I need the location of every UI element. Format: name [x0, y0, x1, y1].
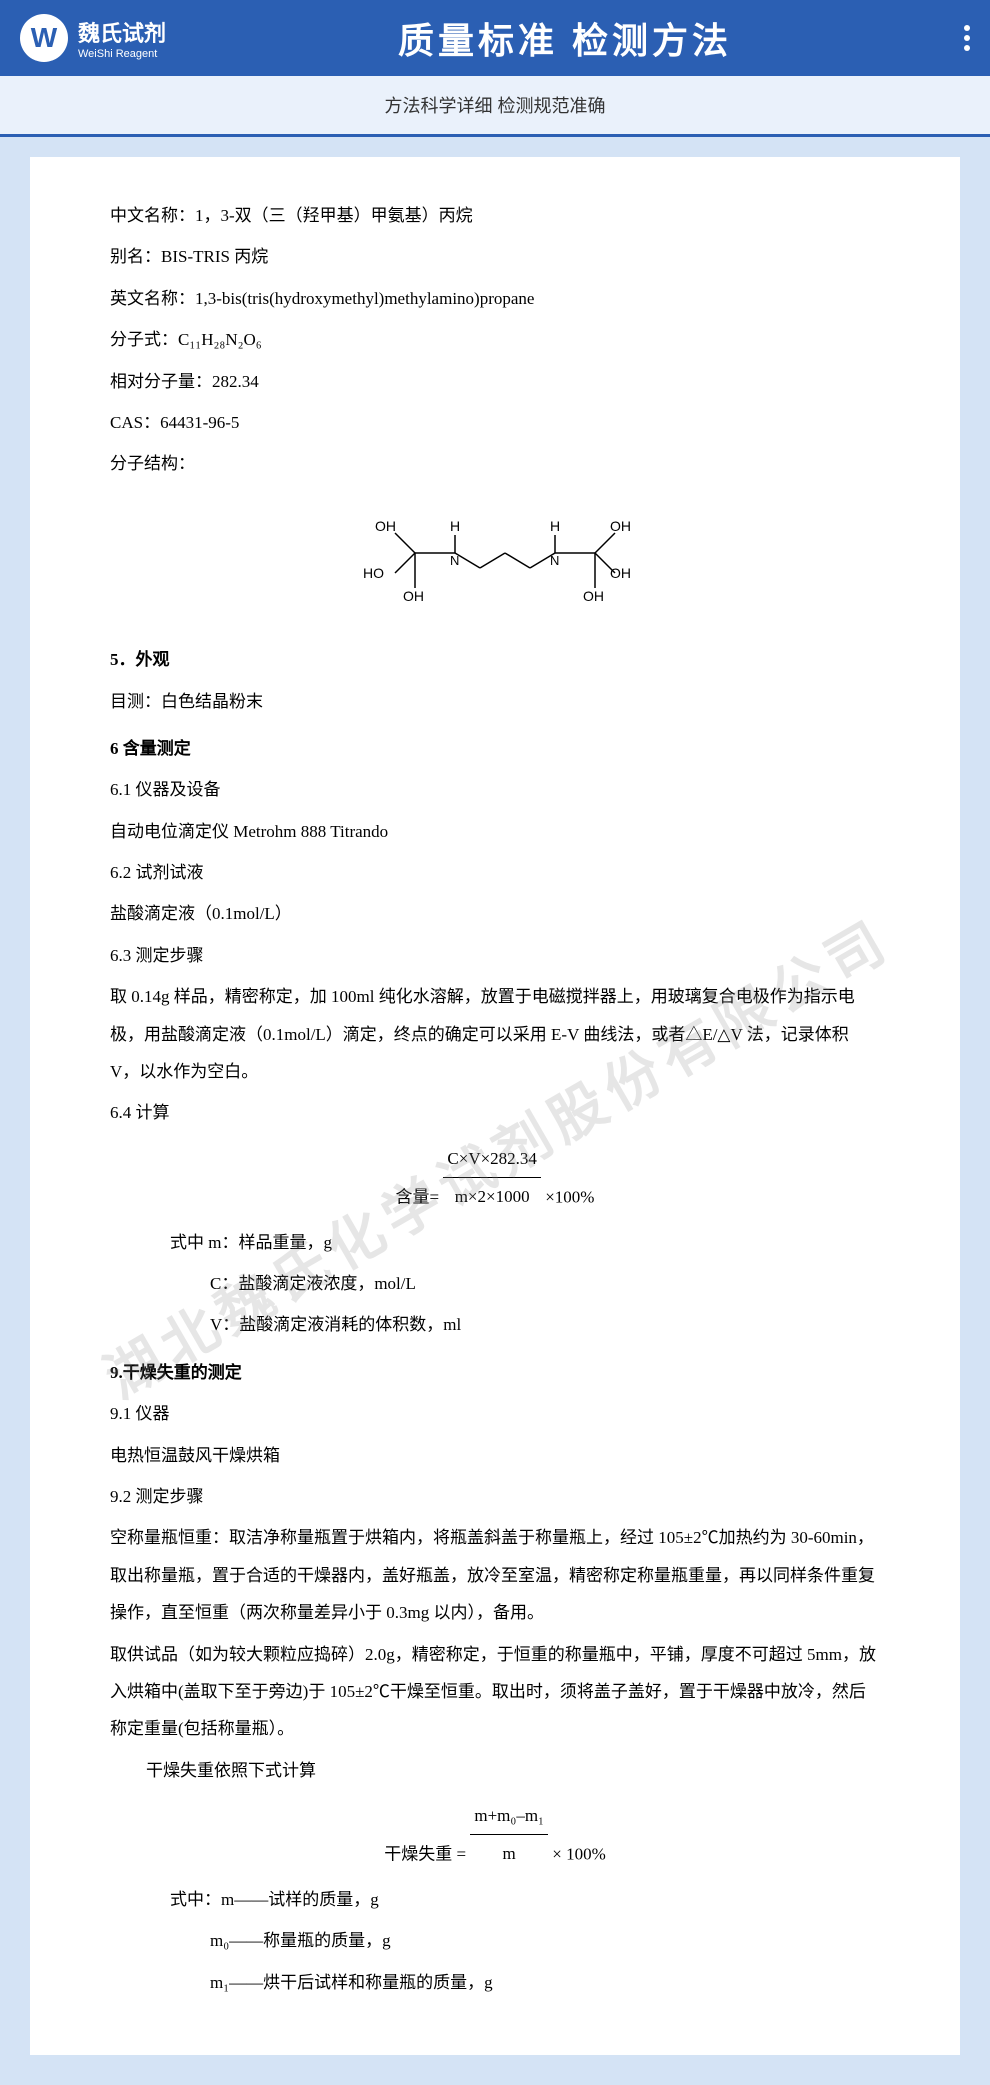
calc-c: C：盐酸滴定液浓度，mol/L: [110, 1265, 880, 1302]
sec5-text: 目测：白色结晶粉末: [110, 683, 880, 720]
logo-icon: W: [20, 14, 68, 62]
header-bar: W 魏氏试剂 WeiShi Reagent 质量标准 检测方法: [0, 0, 990, 76]
header-title: 质量标准 检测方法: [398, 12, 732, 64]
calc-top: C×V×282.34: [443, 1140, 541, 1178]
dry-m1: m₁——烘干后试样和称量瓶的质量，g: [110, 1964, 880, 2001]
sec6-1: 6.1 仪器及设备: [110, 771, 880, 808]
sec6-3: 6.3 测定步骤: [110, 937, 880, 974]
name-en-label: 英文名称：: [110, 289, 195, 308]
sec5-title: 5．外观: [110, 641, 880, 678]
sec6-1-text: 自动电位滴定仪 Metrohm 888 Titrando: [110, 813, 880, 850]
svg-text:OH: OH: [610, 518, 631, 534]
calc-suffix: ×100%: [545, 1187, 594, 1206]
dry-formula: 干燥失重 = m+m₀–m₁ m × 100%: [110, 1797, 880, 1873]
calc-bot: m×2×1000: [443, 1178, 541, 1215]
svg-text:N: N: [450, 553, 459, 568]
logo-text: 魏氏试剂 WeiShi Reagent: [78, 16, 166, 60]
sec9-2: 9.2 测定步骤: [110, 1478, 880, 1515]
calc-v: V：盐酸滴定液消耗的体积数，ml: [110, 1306, 880, 1343]
content-formula: 含量= C×V×282.34 m×2×1000 ×100%: [110, 1140, 880, 1216]
sec9-1: 9.1 仪器: [110, 1395, 880, 1432]
svg-text:H: H: [550, 518, 560, 534]
name-en-line: 英文名称：1,3-bis(tris(hydroxymethyl)methylam…: [110, 280, 880, 317]
name-cn: 1，3-双（三（羟甲基）甲氨基）丙烷: [195, 206, 473, 225]
sec6-2: 6.2 试剂试液: [110, 854, 880, 891]
mw-value: 282.34: [212, 372, 259, 391]
cas-line: CAS：64431-96-5: [110, 404, 880, 441]
sec9-1-text: 电热恒温鼓风干燥烘箱: [110, 1437, 880, 1474]
svg-text:N: N: [550, 553, 559, 568]
logo-area: W 魏氏试剂 WeiShi Reagent: [20, 14, 166, 62]
formula-value: C₁₁H₂₈N₂O₆: [178, 330, 262, 349]
name-en: 1,3-bis(tris(hydroxymethyl)methylamino)p…: [195, 289, 534, 308]
mw-label: 相对分子量：: [110, 372, 212, 391]
cas-label: CAS：: [110, 413, 160, 432]
formula-line: 分子式：C₁₁H₂₈N₂O₆: [110, 321, 880, 358]
dry-label: 干燥失重 =: [384, 1844, 466, 1863]
dry-m0: m₀——称量瓶的质量，g: [110, 1922, 880, 1959]
svg-text:OH: OH: [375, 518, 396, 534]
name-cn-label: 中文名称：: [110, 206, 195, 225]
sec9-2-p1: 空称量瓶恒重：取洁净称量瓶置于烘箱内，将瓶盖斜盖于称量瓶上，经过 105±2℃加…: [110, 1519, 880, 1631]
svg-text:OH: OH: [583, 588, 604, 604]
sec6-title: 6 含量测定: [110, 730, 880, 767]
formula-label: 分子式：: [110, 330, 178, 349]
calc-m: 式中 m：样品重量，g: [110, 1224, 880, 1261]
sec9-2-p3: 干燥失重依照下式计算: [110, 1752, 880, 1789]
molecule-structure: OH HO OH OH OH OH H H N N: [110, 493, 880, 626]
name-cn-line: 中文名称：1，3-双（三（羟甲基）甲氨基）丙烷: [110, 197, 880, 234]
alias-label: 别名：: [110, 247, 161, 266]
svg-text:OH: OH: [403, 588, 424, 604]
alias-line: 别名：BIS-TRIS 丙烷: [110, 238, 880, 275]
mw-line: 相对分子量：282.34: [110, 363, 880, 400]
sec6-4: 6.4 计算: [110, 1094, 880, 1131]
sec6-2-text: 盐酸滴定液（0.1mol/L）: [110, 895, 880, 932]
svg-text:H: H: [450, 518, 460, 534]
dry-bot: m: [470, 1835, 548, 1872]
sec6-3-text: 取 0.14g 样品，精密称定，加 100ml 纯化水溶解，放置于电磁搅拌器上，…: [110, 978, 880, 1090]
document-body: 湖北魏氏化学试剂股份有限公司 中文名称：1，3-双（三（羟甲基）甲氨基）丙烷 别…: [30, 157, 960, 2055]
alias: BIS-TRIS 丙烷: [161, 247, 268, 266]
sec9-title: 9.干燥失重的测定: [110, 1354, 880, 1391]
subtitle-bar: 方法科学详细 检测规范准确: [0, 76, 990, 137]
logo-en: WeiShi Reagent: [78, 48, 166, 60]
logo-cn: 魏氏试剂: [78, 16, 166, 48]
calc-label: 含量=: [396, 1187, 440, 1206]
sec9-2-p2: 取供试品（如为较大颗粒应捣碎）2.0g，精密称定，于恒重的称量瓶中，平铺，厚度不…: [110, 1636, 880, 1748]
svg-text:OH: OH: [610, 565, 631, 581]
struct-label: 分子结构：: [110, 445, 880, 482]
content-wrap: 湖北魏氏化学试剂股份有限公司 中文名称：1，3-双（三（羟甲基）甲氨基）丙烷 别…: [0, 137, 990, 2085]
svg-text:HO: HO: [363, 565, 384, 581]
menu-icon[interactable]: [964, 25, 970, 51]
dry-suffix: × 100%: [552, 1844, 606, 1863]
dry-m: 式中：m——试样的质量，g: [110, 1881, 880, 1918]
cas-value: 64431-96-5: [160, 413, 239, 432]
dry-top: m+m₀–m₁: [470, 1797, 548, 1835]
